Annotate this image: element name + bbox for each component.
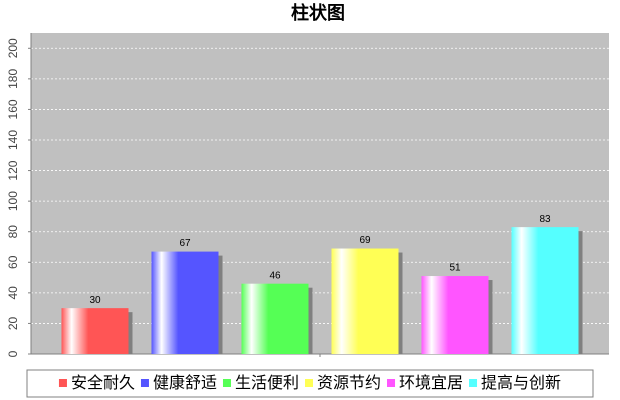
y-tick-label: 20 — [6, 316, 20, 330]
y-tick-label: 160 — [6, 99, 20, 119]
bar — [151, 251, 219, 354]
chart-title: 柱状图 — [291, 2, 345, 23]
legend-label: 安全耐久 — [71, 374, 135, 392]
legend-label: 生活便利 — [235, 374, 299, 392]
legend-label: 提高与创新 — [481, 374, 561, 392]
y-tick-label: 60 — [6, 255, 20, 269]
legend-label: 健康舒适 — [153, 374, 217, 392]
legend-swatch — [387, 379, 396, 387]
y-tick-label: 120 — [6, 160, 20, 180]
y-tick-label: 140 — [6, 130, 20, 150]
value-label: 51 — [449, 263, 461, 274]
value-label: 46 — [269, 270, 281, 281]
value-label: 67 — [179, 238, 191, 249]
legend-label: 资源节约 — [317, 374, 381, 392]
y-tick-label: 40 — [6, 286, 20, 300]
y-tick-label: 200 — [6, 38, 20, 58]
y-tick-label: 100 — [6, 191, 20, 211]
legend-swatch — [305, 379, 313, 387]
y-tick-label: 0 — [6, 350, 20, 357]
y-tick-label: 180 — [6, 69, 20, 89]
bar — [241, 283, 309, 354]
bar — [511, 227, 579, 354]
legend-label: 环境宜居 — [399, 373, 463, 392]
legend-swatch — [140, 379, 149, 387]
legend-swatch — [222, 379, 231, 387]
bar — [421, 276, 489, 354]
value-label: 69 — [359, 235, 371, 246]
legend-swatch — [58, 379, 67, 387]
value-label: 83 — [539, 214, 551, 225]
legend-swatch — [469, 379, 478, 387]
bar — [331, 248, 399, 354]
value-label: 30 — [89, 295, 101, 306]
y-tick-label: 80 — [6, 225, 20, 239]
bar — [61, 308, 129, 354]
